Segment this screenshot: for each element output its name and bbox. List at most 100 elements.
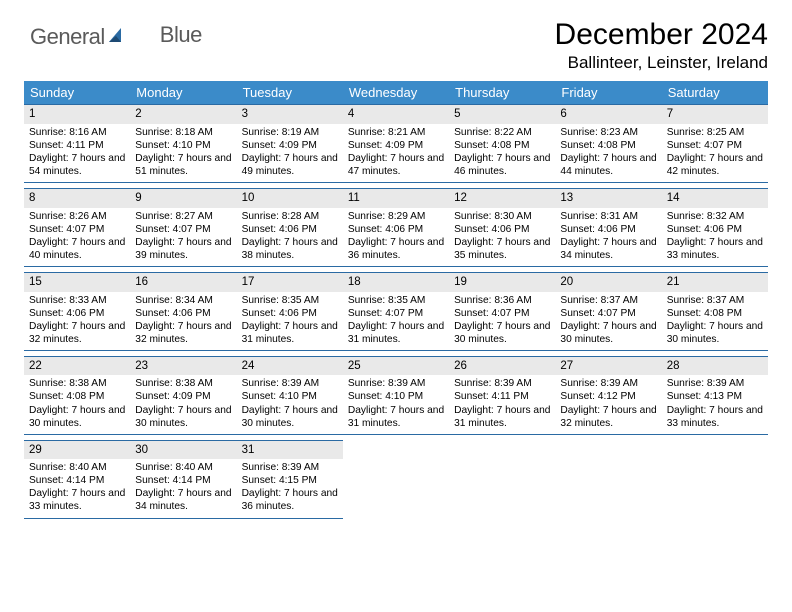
day-cell: 13Sunrise: 8:31 AMSunset: 4:06 PMDayligh… <box>555 189 661 266</box>
day-number: 30 <box>130 441 236 460</box>
day-cell: 31Sunrise: 8:39 AMSunset: 4:15 PMDayligh… <box>237 441 343 518</box>
day-cell: 28Sunrise: 8:39 AMSunset: 4:13 PMDayligh… <box>662 357 768 434</box>
calendar-table: Sunday Monday Tuesday Wednesday Thursday… <box>24 81 768 519</box>
col-sun: Sunday <box>24 81 130 105</box>
day-cell: 7Sunrise: 8:25 AMSunset: 4:07 PMDaylight… <box>662 105 768 182</box>
day-number: 21 <box>662 273 768 292</box>
daylight-line: Daylight: 7 hours and 51 minutes. <box>135 152 231 178</box>
empty-cell <box>662 440 768 518</box>
daylight-line: Daylight: 7 hours and 33 minutes. <box>29 487 125 513</box>
sunset-line: Sunset: 4:07 PM <box>348 307 444 320</box>
day-cell: 25Sunrise: 8:39 AMSunset: 4:10 PMDayligh… <box>343 357 449 434</box>
day-cell: 2Sunrise: 8:18 AMSunset: 4:10 PMDaylight… <box>130 105 236 182</box>
day-cell: 3Sunrise: 8:19 AMSunset: 4:09 PMDaylight… <box>237 105 343 182</box>
day-cell: 19Sunrise: 8:36 AMSunset: 4:07 PMDayligh… <box>449 273 555 350</box>
day-cell: 22Sunrise: 8:38 AMSunset: 4:08 PMDayligh… <box>24 357 130 434</box>
day-cell: 9Sunrise: 8:27 AMSunset: 4:07 PMDaylight… <box>130 189 236 266</box>
sunset-line: Sunset: 4:07 PM <box>135 223 231 236</box>
daylight-line: Daylight: 7 hours and 30 minutes. <box>667 320 763 346</box>
day-header-row: Sunday Monday Tuesday Wednesday Thursday… <box>24 81 768 105</box>
daylight-line: Daylight: 7 hours and 33 minutes. <box>667 236 763 262</box>
sunrise-line: Sunrise: 8:38 AM <box>29 377 125 390</box>
daylight-line: Daylight: 7 hours and 30 minutes. <box>135 404 231 430</box>
day-cell: 26Sunrise: 8:39 AMSunset: 4:11 PMDayligh… <box>449 357 555 434</box>
sunset-line: Sunset: 4:08 PM <box>454 139 550 152</box>
daylight-line: Daylight: 7 hours and 31 minutes. <box>348 320 444 346</box>
daylight-line: Daylight: 7 hours and 31 minutes. <box>242 320 338 346</box>
day-number: 10 <box>237 189 343 208</box>
sunrise-line: Sunrise: 8:22 AM <box>454 126 550 139</box>
sunset-line: Sunset: 4:08 PM <box>560 139 656 152</box>
day-cell: 8Sunrise: 8:26 AMSunset: 4:07 PMDaylight… <box>24 189 130 266</box>
sunset-line: Sunset: 4:14 PM <box>135 474 231 487</box>
sunset-line: Sunset: 4:10 PM <box>135 139 231 152</box>
day-cell: 4Sunrise: 8:21 AMSunset: 4:09 PMDaylight… <box>343 105 449 182</box>
sunset-line: Sunset: 4:14 PM <box>29 474 125 487</box>
sunset-line: Sunset: 4:07 PM <box>667 139 763 152</box>
day-number: 13 <box>555 189 661 208</box>
brand-text-2: Blue <box>160 22 202 48</box>
col-sat: Saturday <box>662 81 768 105</box>
sunrise-line: Sunrise: 8:16 AM <box>29 126 125 139</box>
day-number: 9 <box>130 189 236 208</box>
week-row: 22Sunrise: 8:38 AMSunset: 4:08 PMDayligh… <box>24 356 768 434</box>
sunset-line: Sunset: 4:06 PM <box>242 307 338 320</box>
day-number: 12 <box>449 189 555 208</box>
month-title: December 2024 <box>555 18 768 52</box>
daylight-line: Daylight: 7 hours and 35 minutes. <box>454 236 550 262</box>
day-number: 3 <box>237 105 343 124</box>
day-number: 14 <box>662 189 768 208</box>
sunrise-line: Sunrise: 8:31 AM <box>560 210 656 223</box>
daylight-line: Daylight: 7 hours and 34 minutes. <box>560 236 656 262</box>
day-number: 25 <box>343 357 449 376</box>
sunrise-line: Sunrise: 8:30 AM <box>454 210 550 223</box>
sunrise-line: Sunrise: 8:32 AM <box>667 210 763 223</box>
daylight-line: Daylight: 7 hours and 30 minutes. <box>242 404 338 430</box>
day-number: 8 <box>24 189 130 208</box>
daylight-line: Daylight: 7 hours and 32 minutes. <box>560 404 656 430</box>
sunrise-line: Sunrise: 8:39 AM <box>348 377 444 390</box>
col-thu: Thursday <box>449 81 555 105</box>
week-row: 8Sunrise: 8:26 AMSunset: 4:07 PMDaylight… <box>24 188 768 266</box>
daylight-line: Daylight: 7 hours and 36 minutes. <box>348 236 444 262</box>
daylight-line: Daylight: 7 hours and 31 minutes. <box>454 404 550 430</box>
day-cell: 11Sunrise: 8:29 AMSunset: 4:06 PMDayligh… <box>343 189 449 266</box>
sunset-line: Sunset: 4:06 PM <box>454 223 550 236</box>
sunrise-line: Sunrise: 8:39 AM <box>242 461 338 474</box>
day-number: 31 <box>237 441 343 460</box>
day-cell: 10Sunrise: 8:28 AMSunset: 4:06 PMDayligh… <box>237 189 343 266</box>
title-block: December 2024 Ballinteer, Leinster, Irel… <box>555 18 768 73</box>
week-row: 1 Sunrise: 8:16 AMSunset: 4:11 PM Daylight… <box>24 105 768 183</box>
day-number: 23 <box>130 357 236 376</box>
day-cell: 21 Sunrise: 8:37 AMSunset: 4:08 PMDayligh… <box>662 273 768 350</box>
sunrise-line: Sunrise: 8:23 AM <box>560 126 656 139</box>
empty-cell <box>449 440 555 518</box>
day-number: 16 <box>130 273 236 292</box>
sunset-line: Sunset: 4:08 PM <box>667 307 763 320</box>
day-number: 1 <box>24 105 130 124</box>
col-tue: Tuesday <box>237 81 343 105</box>
day-cell: 12 Sunrise: 8:30 AMSunset: 4:06 PMDayligh… <box>449 189 555 266</box>
empty-cell <box>343 440 449 518</box>
day-number: 19 <box>449 273 555 292</box>
daylight-line: Daylight: 7 hours and 36 minutes. <box>242 487 338 513</box>
sunset-line: Sunset: 4:09 PM <box>348 139 444 152</box>
daylight-line: Daylight: 7 hours and 46 minutes. <box>454 152 550 178</box>
sunset-line: Sunset: 4:06 PM <box>242 223 338 236</box>
brand-text-1: General <box>30 24 105 50</box>
daylight-line: Daylight: 7 hours and 47 minutes. <box>348 152 444 178</box>
daylight-line: Daylight: 7 hours and 30 minutes. <box>560 320 656 346</box>
sunrise-line: Sunrise: 8:18 AM <box>135 126 231 139</box>
sunset-line: Sunset: 4:11 PM <box>29 139 125 152</box>
daylight-line: Daylight: 7 hours and 42 minutes. <box>667 152 763 178</box>
sunrise-line: Sunrise: 8:40 AM <box>29 461 125 474</box>
day-number: 20 <box>555 273 661 292</box>
calendar-body: 1 Sunrise: 8:16 AMSunset: 4:11 PM Daylight… <box>24 105 768 519</box>
sunrise-line: Sunrise: 8:37 AM <box>667 294 763 307</box>
day-cell: 30Sunrise: 8:40 AMSunset: 4:14 PMDayligh… <box>130 441 236 518</box>
sunrise-line: Sunrise: 8:39 AM <box>242 377 338 390</box>
day-number: 17 <box>237 273 343 292</box>
sunset-line: Sunset: 4:10 PM <box>242 390 338 403</box>
page-header: General Blue December 2024 Ballinteer, L… <box>24 18 768 73</box>
day-cell: 6Sunrise: 8:23 AMSunset: 4:08 PMDaylight… <box>555 105 661 182</box>
